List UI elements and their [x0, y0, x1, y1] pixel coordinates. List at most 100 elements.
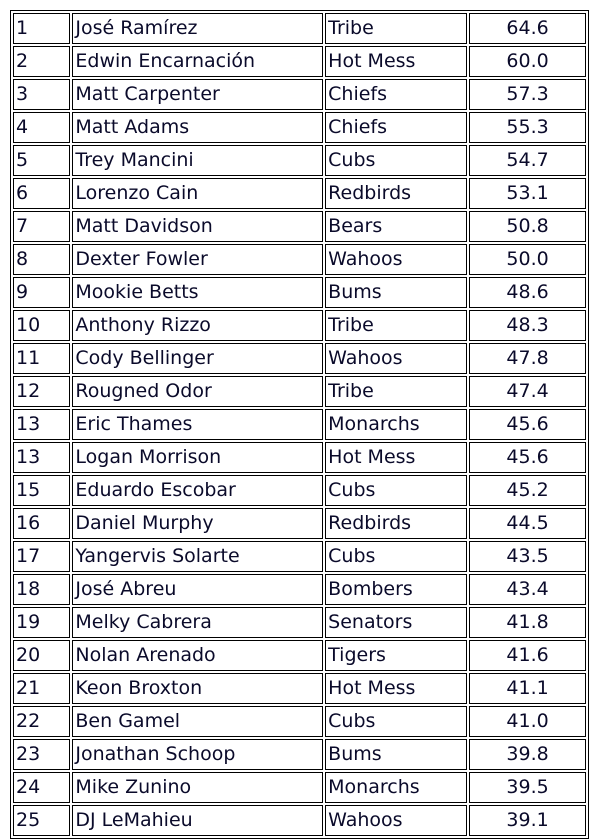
- table-row: 12 Rougned Odor Tribe 47.4: [13, 376, 586, 407]
- team-cell: Bombers: [325, 574, 468, 605]
- score-cell: 41.0: [469, 706, 586, 737]
- player-cell: Lorenzo Cain: [72, 178, 324, 209]
- team-cell: Monarchs: [325, 409, 468, 440]
- score-cell: 55.3: [469, 112, 586, 143]
- score-cell: 54.7: [469, 145, 586, 176]
- player-cell: José Abreu: [72, 574, 324, 605]
- rank-cell: 10: [13, 310, 71, 341]
- team-cell: Cubs: [325, 145, 468, 176]
- rank-cell: 15: [13, 475, 71, 506]
- team-cell: Chiefs: [325, 112, 468, 143]
- player-cell: Logan Morrison: [72, 442, 324, 473]
- rank-cell: 3: [13, 79, 71, 110]
- player-cell: Rougned Odor: [72, 376, 324, 407]
- player-cell: Nolan Arenado: [72, 640, 324, 671]
- player-cell: Mike Zunino: [72, 772, 324, 803]
- player-cell: Jonathan Schoop: [72, 739, 324, 770]
- score-cell: 47.8: [469, 343, 586, 374]
- player-cell: Matt Carpenter: [72, 79, 324, 110]
- player-cell: Edwin Encarnación: [72, 46, 324, 77]
- player-cell: Keon Broxton: [72, 673, 324, 704]
- team-cell: Wahoos: [325, 805, 468, 836]
- score-cell: 41.6: [469, 640, 586, 671]
- table-row: 19 Melky Cabrera Senators 41.8: [13, 607, 586, 638]
- rank-cell: 13: [13, 409, 71, 440]
- player-cell: Yangervis Solarte: [72, 541, 324, 572]
- score-cell: 60.0: [469, 46, 586, 77]
- team-cell: Hot Mess: [325, 442, 468, 473]
- player-cell: Eric Thames: [72, 409, 324, 440]
- player-cell: Daniel Murphy: [72, 508, 324, 539]
- score-cell: 50.0: [469, 244, 586, 275]
- table-row: 3 Matt Carpenter Chiefs 57.3: [13, 79, 586, 110]
- score-cell: 57.3: [469, 79, 586, 110]
- rank-cell: 12: [13, 376, 71, 407]
- score-cell: 39.8: [469, 739, 586, 770]
- team-cell: Bums: [325, 739, 468, 770]
- table-row: 8 Dexter Fowler Wahoos 50.0: [13, 244, 586, 275]
- rank-cell: 20: [13, 640, 71, 671]
- team-cell: Redbirds: [325, 178, 468, 209]
- score-cell: 47.4: [469, 376, 586, 407]
- rank-cell: 5: [13, 145, 71, 176]
- player-cell: DJ LeMahieu: [72, 805, 324, 836]
- table-row: 6 Lorenzo Cain Redbirds 53.1: [13, 178, 586, 209]
- table-row: 13 Logan Morrison Hot Mess 45.6: [13, 442, 586, 473]
- rankings-table: 1 José Ramírez Tribe 64.6 2 Edwin Encarnación…: [10, 10, 589, 839]
- rank-cell: 13: [13, 442, 71, 473]
- rank-cell: 25: [13, 805, 71, 836]
- score-cell: 41.8: [469, 607, 586, 638]
- team-cell: Tigers: [325, 640, 468, 671]
- score-cell: 43.4: [469, 574, 586, 605]
- score-cell: 41.1: [469, 673, 586, 704]
- player-cell: Eduardo Escobar: [72, 475, 324, 506]
- table-row: 13 Eric Thames Monarchs 45.6: [13, 409, 586, 440]
- team-cell: Hot Mess: [325, 46, 468, 77]
- table-row: 23 Jonathan Schoop Bums 39.8: [13, 739, 586, 770]
- team-cell: Redbirds: [325, 508, 468, 539]
- score-cell: 45.6: [469, 442, 586, 473]
- team-cell: Cubs: [325, 706, 468, 737]
- rank-cell: 2: [13, 46, 71, 77]
- rank-cell: 4: [13, 112, 71, 143]
- table-row: 24 Mike Zunino Monarchs 39.5: [13, 772, 586, 803]
- table-row: 21 Keon Broxton Hot Mess 41.1: [13, 673, 586, 704]
- player-cell: Cody Bellinger: [72, 343, 324, 374]
- player-cell: Anthony Rizzo: [72, 310, 324, 341]
- player-cell: Trey Mancini: [72, 145, 324, 176]
- table-row: 20 Nolan Arenado Tigers 41.6: [13, 640, 586, 671]
- team-cell: Tribe: [325, 310, 468, 341]
- team-cell: Cubs: [325, 541, 468, 572]
- player-cell: José Ramírez: [72, 13, 324, 44]
- team-cell: Wahoos: [325, 244, 468, 275]
- table-row: 10 Anthony Rizzo Tribe 48.3: [13, 310, 586, 341]
- team-cell: Monarchs: [325, 772, 468, 803]
- table-row: 2 Edwin Encarnación Hot Mess 60.0: [13, 46, 586, 77]
- team-cell: Tribe: [325, 376, 468, 407]
- table-row: 11 Cody Bellinger Wahoos 47.8: [13, 343, 586, 374]
- score-cell: 43.5: [469, 541, 586, 572]
- table-row: 5 Trey Mancini Cubs 54.7: [13, 145, 586, 176]
- table-row: 22 Ben Gamel Cubs 41.0: [13, 706, 586, 737]
- team-cell: Cubs: [325, 475, 468, 506]
- rank-cell: 18: [13, 574, 71, 605]
- team-cell: Senators: [325, 607, 468, 638]
- rank-cell: 6: [13, 178, 71, 209]
- score-cell: 45.6: [469, 409, 586, 440]
- team-cell: Wahoos: [325, 343, 468, 374]
- rank-cell: 21: [13, 673, 71, 704]
- score-cell: 39.5: [469, 772, 586, 803]
- player-cell: Dexter Fowler: [72, 244, 324, 275]
- rank-cell: 22: [13, 706, 71, 737]
- table-row: 4 Matt Adams Chiefs 55.3: [13, 112, 586, 143]
- table-row: 16 Daniel Murphy Redbirds 44.5: [13, 508, 586, 539]
- player-cell: Mookie Betts: [72, 277, 324, 308]
- player-cell: Matt Davidson: [72, 211, 324, 242]
- team-cell: Bums: [325, 277, 468, 308]
- player-cell: Melky Cabrera: [72, 607, 324, 638]
- table-row: 1 José Ramírez Tribe 64.6: [13, 13, 586, 44]
- table-row: 25 DJ LeMahieu Wahoos 39.1: [13, 805, 586, 836]
- table-row: 15 Eduardo Escobar Cubs 45.2: [13, 475, 586, 506]
- team-cell: Hot Mess: [325, 673, 468, 704]
- score-cell: 44.5: [469, 508, 586, 539]
